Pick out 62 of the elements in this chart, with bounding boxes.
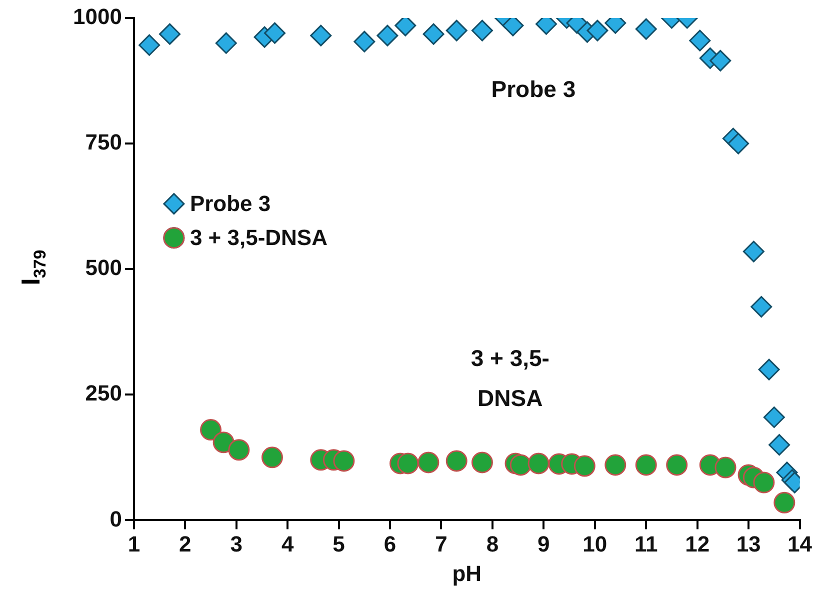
- point: [212, 432, 234, 454]
- point: [138, 34, 160, 56]
- point: [763, 406, 785, 428]
- x-tick-label: 1: [128, 531, 140, 556]
- x-tick-label: 14: [788, 531, 813, 556]
- y-tick-label: 1000: [72, 4, 122, 30]
- legend-label: Probe 3: [190, 190, 271, 216]
- x-tick-label: 7: [435, 531, 448, 556]
- point: [422, 23, 444, 45]
- x-tick-label: 10: [582, 531, 608, 556]
- point: [574, 455, 596, 477]
- point: [354, 30, 376, 52]
- point: [666, 454, 688, 476]
- point: [635, 18, 657, 40]
- point: [418, 452, 440, 474]
- x-tick-label: 3: [230, 531, 242, 556]
- point: [228, 439, 250, 461]
- annotation: Probe 3: [491, 76, 576, 102]
- point: [397, 452, 419, 474]
- point: [159, 23, 181, 45]
- x-axis-title: pH: [452, 560, 482, 586]
- point: [742, 240, 764, 262]
- point: [714, 456, 736, 478]
- point: [604, 454, 626, 476]
- point: [264, 22, 286, 44]
- point: [774, 492, 796, 514]
- point: [710, 50, 732, 72]
- x-tick-label: 12: [685, 531, 710, 556]
- y-tick-label: 750: [85, 130, 122, 155]
- y-tick-label: 0: [110, 506, 122, 532]
- point: [471, 20, 493, 42]
- legend-label: 3 + 3,5-DNSA: [190, 224, 328, 250]
- x-tick-label: 2: [179, 531, 192, 556]
- x-tick-label: 13: [736, 531, 761, 556]
- y-tick-label: 500: [85, 255, 122, 280]
- point: [635, 454, 657, 476]
- point: [510, 454, 532, 476]
- x-tick-label: 8: [486, 531, 499, 556]
- point: [528, 452, 550, 474]
- point: [758, 358, 780, 380]
- point: [446, 20, 468, 42]
- point: [446, 450, 468, 472]
- point: [768, 434, 790, 456]
- point: [215, 32, 237, 54]
- x-tick-label: 5: [332, 531, 345, 556]
- point: [753, 472, 775, 494]
- y-tick-label: 250: [85, 380, 122, 406]
- point: [471, 452, 493, 474]
- point: [586, 20, 608, 42]
- x-tick-label: 4: [281, 531, 294, 556]
- point: [728, 132, 750, 154]
- point: [261, 446, 283, 468]
- point: [689, 30, 711, 52]
- x-tick-label: 11: [634, 531, 658, 556]
- x-tick-label: 9: [538, 531, 550, 556]
- point: [310, 24, 332, 46]
- point: [376, 24, 398, 46]
- point: [200, 419, 222, 441]
- point: [750, 296, 772, 318]
- x-tick-label: 6: [384, 531, 396, 556]
- annotation: 3 + 3,5- DNSA: [470, 344, 550, 411]
- point: [333, 450, 355, 472]
